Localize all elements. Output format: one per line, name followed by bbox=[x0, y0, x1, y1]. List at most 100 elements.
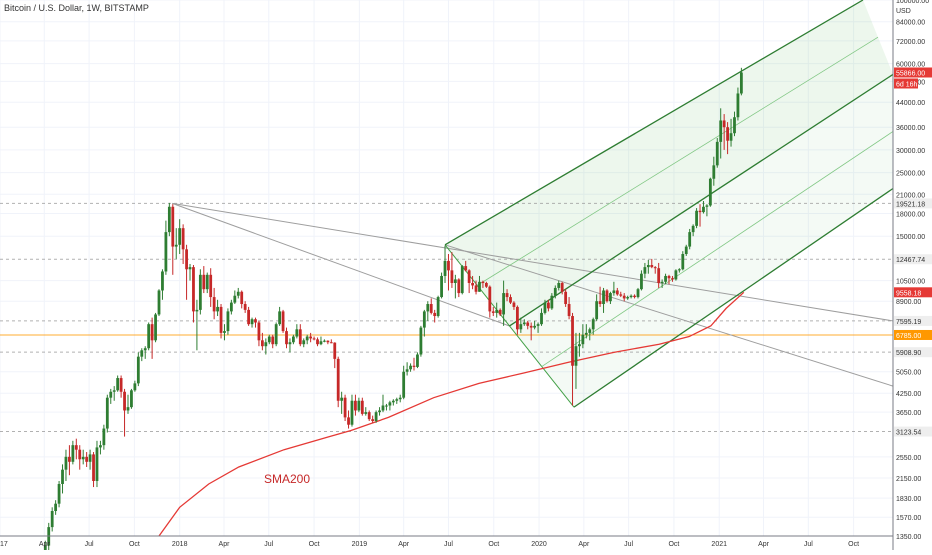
candle-body bbox=[622, 295, 626, 299]
y-tick-label: 5050.00 bbox=[896, 370, 921, 377]
candle-body bbox=[719, 120, 723, 142]
candle-body bbox=[212, 297, 216, 312]
candle-body bbox=[171, 206, 175, 247]
candle-body bbox=[57, 483, 61, 504]
candle-body bbox=[74, 445, 78, 450]
y-tick-label: 21000.00 bbox=[896, 192, 925, 199]
candle-body bbox=[395, 399, 399, 401]
candle-body bbox=[429, 304, 433, 313]
candle-body bbox=[312, 338, 316, 340]
y-tick-label: 72000.00 bbox=[896, 39, 925, 46]
candle-body bbox=[260, 340, 264, 347]
candle-body bbox=[64, 456, 68, 470]
candle-body bbox=[323, 340, 326, 342]
candle-body bbox=[54, 503, 58, 512]
y-tick-label: 1570.00 bbox=[896, 515, 921, 522]
x-tick-label: Jul bbox=[804, 541, 813, 548]
candle-body bbox=[574, 346, 578, 366]
candle-body bbox=[357, 400, 361, 411]
sma200-line bbox=[158, 291, 745, 537]
y-tick-label: 36000.00 bbox=[896, 125, 925, 132]
candle-body bbox=[660, 281, 664, 284]
price-marker-tag bbox=[894, 287, 932, 298]
candle-body bbox=[567, 304, 571, 317]
y-tick-label: 15000.00 bbox=[896, 234, 925, 241]
candle-body bbox=[292, 336, 295, 343]
candle-body bbox=[584, 332, 588, 335]
candle-body bbox=[619, 294, 623, 296]
candle-body bbox=[612, 290, 616, 294]
y-tick-label: 60000.00 bbox=[896, 62, 925, 69]
candle-body bbox=[526, 322, 530, 326]
candle-body bbox=[354, 400, 357, 411]
x-tick-label: Oct bbox=[848, 541, 859, 548]
price-level-tag bbox=[894, 254, 932, 265]
candle-body bbox=[195, 309, 199, 312]
candle-body bbox=[405, 369, 409, 372]
candle-body bbox=[288, 342, 292, 345]
candle-body bbox=[536, 324, 540, 326]
candle-body bbox=[671, 278, 674, 280]
chart-title: Bitcoin / U.S. Dollar, 1W, BITSTAMP bbox=[4, 3, 149, 13]
candle-body bbox=[336, 358, 340, 401]
y-tick-label: 8900.00 bbox=[896, 299, 921, 306]
pitchfork-inner-lower bbox=[541, 131, 894, 367]
candle-body bbox=[495, 309, 499, 313]
candle-body bbox=[733, 117, 736, 134]
candle-body bbox=[88, 454, 92, 462]
x-tick-label: Apr bbox=[39, 541, 51, 548]
candle-body bbox=[85, 456, 89, 462]
y-tick-label: 2550.00 bbox=[896, 455, 921, 462]
candle-body bbox=[343, 397, 347, 418]
x-tick-label: Oct bbox=[129, 541, 140, 548]
candle-body bbox=[378, 410, 381, 413]
candle-body bbox=[416, 354, 419, 367]
candle-body bbox=[236, 291, 240, 296]
candle-body bbox=[350, 400, 354, 425]
y-tick-label: 4250.00 bbox=[896, 391, 921, 398]
candle-body bbox=[543, 302, 547, 313]
candle-body bbox=[130, 390, 133, 408]
candle-body bbox=[598, 301, 602, 305]
candle-body bbox=[123, 391, 126, 411]
candle-body bbox=[161, 271, 164, 291]
candle-body bbox=[433, 312, 437, 317]
candle-body bbox=[371, 419, 375, 421]
candle-body bbox=[302, 340, 306, 345]
candle-body bbox=[653, 267, 657, 269]
candle-body bbox=[705, 205, 709, 207]
candle-body bbox=[688, 232, 692, 247]
candle-body bbox=[460, 266, 464, 294]
candle-body bbox=[591, 319, 595, 330]
price-level-tag bbox=[894, 426, 932, 437]
candle-body bbox=[605, 290, 609, 302]
candle-body bbox=[116, 378, 120, 391]
candle-body bbox=[550, 295, 554, 309]
y-tick-label: 25000.00 bbox=[896, 171, 925, 178]
candle-body bbox=[443, 260, 447, 276]
candle-body bbox=[646, 265, 650, 268]
candle-body bbox=[491, 311, 495, 313]
candle-body bbox=[198, 274, 202, 310]
candle-body bbox=[440, 275, 443, 298]
y-tick-label: 3650.00 bbox=[896, 410, 921, 417]
candle-body bbox=[119, 378, 123, 392]
candle-body bbox=[474, 285, 478, 292]
candle-body bbox=[333, 342, 337, 359]
candle-body bbox=[519, 324, 523, 330]
candle-body bbox=[698, 210, 702, 213]
candle-body bbox=[381, 405, 385, 411]
candle-body bbox=[229, 302, 233, 312]
candle-body bbox=[185, 249, 188, 270]
candle-body bbox=[602, 290, 605, 305]
x-tick-label: Jul bbox=[444, 541, 453, 548]
candle-body bbox=[650, 265, 654, 268]
candle-body bbox=[298, 329, 302, 345]
y-tick-label: 84000.00 bbox=[896, 20, 925, 27]
candle-body bbox=[643, 267, 647, 274]
price-level-label: 7595.19 bbox=[896, 319, 921, 326]
candle-body bbox=[391, 400, 395, 403]
candle-body bbox=[633, 295, 636, 298]
pitchfork-upper bbox=[444, 0, 864, 246]
